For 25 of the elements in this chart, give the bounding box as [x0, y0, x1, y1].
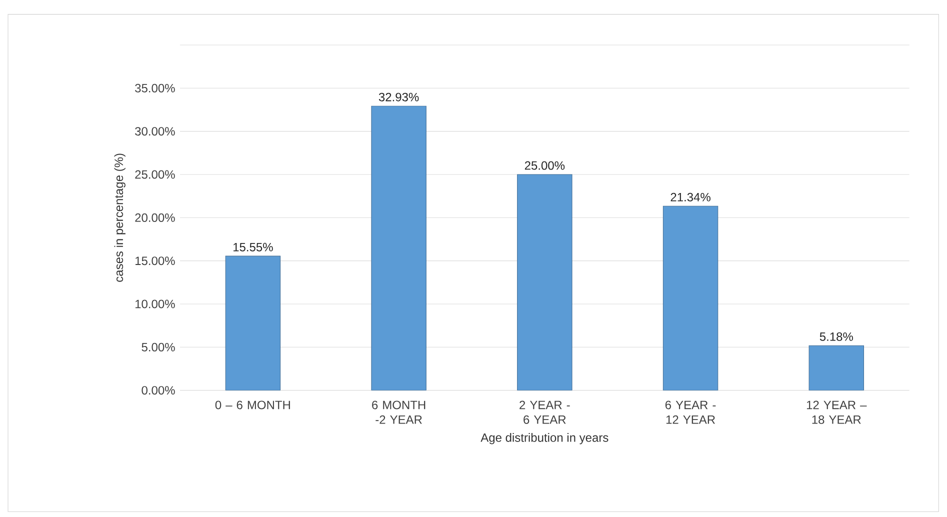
data-label: 15.55%	[234, 242, 273, 252]
x-tick-label: 0 – 6 MONTH	[215, 400, 290, 410]
y-tick-label: 30.00%	[135, 127, 175, 136]
data-label: 25.00%	[524, 161, 565, 170]
x-axis-title: Age distribution in years	[480, 433, 608, 444]
y-tick-label: 5.00%	[142, 342, 175, 352]
data-label: 5.18%	[820, 332, 853, 341]
y-tick-label: 35.00%	[135, 84, 175, 92]
x-tick-label: 2 YEAR - 6 YEAR	[520, 400, 570, 424]
y-tick-label: 20.00%	[135, 213, 175, 222]
bar	[371, 106, 426, 390]
bar	[808, 345, 864, 390]
bar	[662, 206, 718, 390]
bar	[517, 174, 572, 390]
y-tick-label: 25.00%	[135, 170, 175, 179]
y-tick-label: 0.00%	[142, 386, 175, 395]
y-tick-label: 10.00%	[136, 300, 175, 308]
bar	[225, 256, 281, 390]
y-tick-label: 15.00%	[136, 256, 175, 266]
y-axis-title: cases in percentage (%)	[114, 154, 126, 282]
data-label: 21.34%	[670, 192, 710, 202]
x-tick-label: 12 YEAR – 18 YEAR	[806, 400, 867, 424]
data-label: 32.93%	[378, 92, 419, 102]
x-tick-label: 6 YEAR - 12 YEAR	[665, 400, 716, 424]
x-tick-label: 6 MONTH -2 YEAR	[372, 400, 426, 424]
